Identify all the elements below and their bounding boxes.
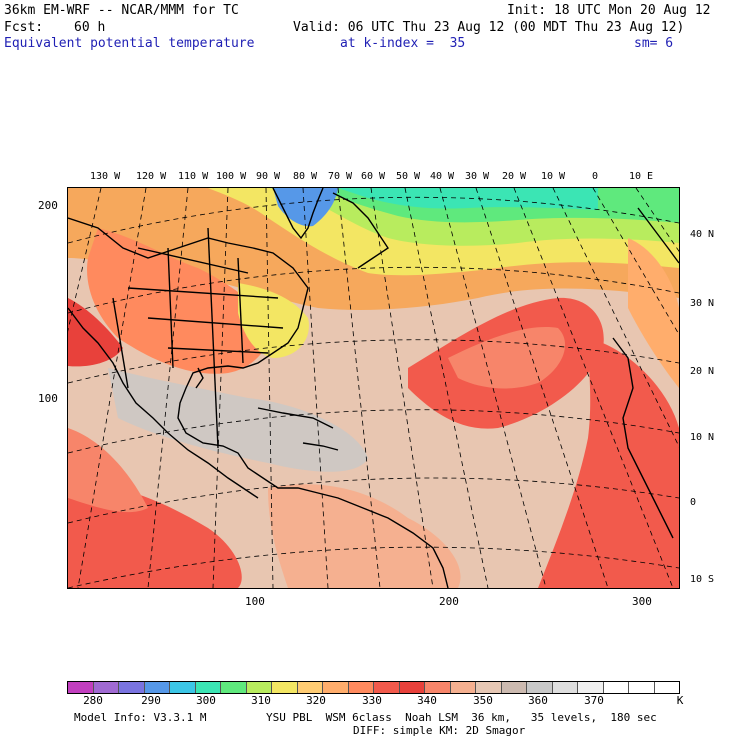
lat-label: 20 N [690,366,715,377]
lon-label: 10 E [629,171,654,182]
smoothing-value: sm= 6 [634,36,674,51]
contour-blue [273,188,338,227]
colorbar-tick: 370 [584,694,604,707]
contour-east-atlantic [538,338,679,588]
contour-teal [338,188,598,210]
level-index: at k-index = 35 [340,36,466,51]
colorbar-swatch [629,682,655,693]
physics-info: YSU PBL WSM 6class Noah LSM 36 km, 35 le… [266,711,657,724]
colorbar-swatch [450,682,476,693]
grid-x-label: 200 [439,595,459,608]
colorbar-swatch [374,682,400,693]
colorbar-unit: K [676,694,684,707]
diffusion-info: DIFF: simple KM: 2D Smagor [353,724,526,737]
lon-label: 80 W [293,171,318,182]
lon-label: 40 W [430,171,455,182]
colorbar-swatch [425,682,451,693]
lat-label: 30 N [690,298,715,309]
colorbar-tick: 340 [417,694,437,707]
colorbar-swatch [144,682,170,693]
theta-e-map [67,187,680,589]
grid-y-label: 100 [38,392,58,405]
lon-label: 70 W [328,171,353,182]
colorbar-swatch [348,682,374,693]
lon-label: 120 W [136,171,167,182]
lon-label: 0 [592,171,599,182]
colorbar-tick: 320 [306,694,326,707]
lon-label: 60 W [361,171,386,182]
colorbar-tick: 280 [83,694,103,707]
lon-label: 130 W [90,171,121,182]
colorbar-tick: 350 [473,694,493,707]
lon-label: 30 W [465,171,490,182]
lat-label: 0 [690,497,697,508]
contour-gray [108,368,368,472]
lon-label: 20 W [502,171,527,182]
lon-label: 110 W [178,171,209,182]
lon-label: 50 W [396,171,421,182]
colorbar-swatch [221,682,247,693]
color-scale-bar [67,681,680,694]
colorbar-swatch [272,682,298,693]
colorbar-tick: 330 [362,694,382,707]
contour-europe [628,238,679,388]
colorbar-swatch [399,682,425,693]
grid-x-label: 300 [632,595,652,608]
contour-south-america [268,484,461,588]
colorbar-tick: 300 [196,694,216,707]
colorbar-tick: 290 [141,694,161,707]
init-time: Init: 18 UTC Mon 20 Aug 12 [507,3,711,18]
colorbar-tick: 310 [251,694,271,707]
grid-x-label: 100 [245,595,265,608]
colorbar-swatch [170,682,196,693]
contour-atlantic-salmon [448,327,566,389]
lon-label: 90 W [256,171,281,182]
colorbar-swatch [246,682,272,693]
colorbar-swatch [501,682,527,693]
map-canvas [68,188,679,588]
coastlines [68,188,679,588]
colorbar-swatch [195,682,221,693]
lon-label: 100 W [216,171,247,182]
colorbar-tick: 360 [528,694,548,707]
colorbar-swatch [68,682,94,693]
valid-time: Valid: 06 UTC Thu 23 Aug 12 (00 MDT Thu … [293,20,685,35]
colorbar-swatch [603,682,629,693]
field-name: Equivalent potential temperature [4,36,255,51]
colorbar-swatch [578,682,604,693]
graticule [68,188,679,588]
forecast-hour: 60 h [74,20,106,35]
model-title: 36km EM-WRF -- NCAR/MMM for TC [4,3,239,18]
lat-label: 10 S [690,574,715,585]
colorbar-swatch [93,682,119,693]
lat-label: 40 N [690,229,715,240]
contour-red-orange [87,228,271,374]
grid-y-label: 200 [38,199,58,212]
colorbar-swatch [476,682,502,693]
forecast-label: Fcst: [4,20,44,35]
colorbar-swatch [527,682,553,693]
colorbar-swatch [323,682,349,693]
contour-south-pacific [68,485,242,588]
colorbar-swatch [552,682,578,693]
lat-label: 10 N [690,432,715,443]
colorbar-swatch [297,682,323,693]
colorbar-swatch [654,682,679,693]
lon-label: 10 W [541,171,566,182]
colorbar-swatch [119,682,145,693]
contour-red [68,298,123,367]
model-info: Model Info: V3.3.1 M [74,711,207,724]
contour-pacific-salmon [68,428,148,513]
